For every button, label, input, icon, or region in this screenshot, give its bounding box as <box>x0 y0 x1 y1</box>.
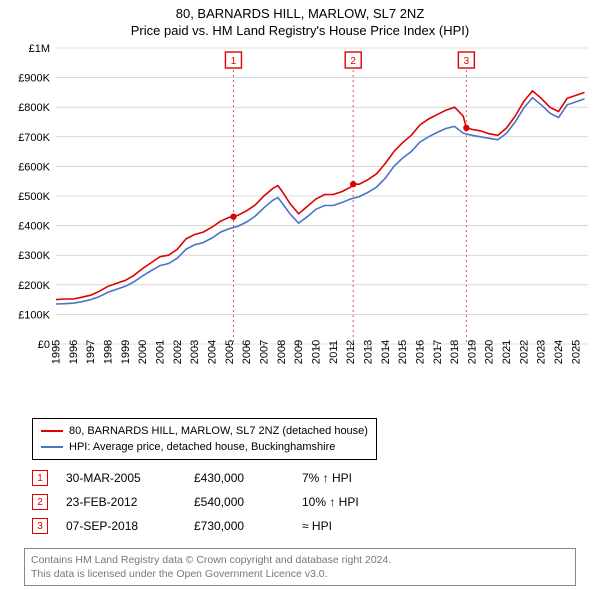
x-tick-label: 2011 <box>328 340 340 364</box>
x-tick-label: 2024 <box>553 340 565 364</box>
chart-svg: £0 £100K £200K £300K £400K £500K £600K £700K £80… <box>0 42 600 412</box>
legend-row: HPI: Average price, detached house, Buck… <box>41 439 368 455</box>
x-tick-label: 1999 <box>120 340 132 364</box>
y-tick-label: £800K <box>18 102 50 114</box>
x-tick-label: 2006 <box>241 340 253 364</box>
x-tick-label: 2016 <box>414 340 426 364</box>
sale-marker-dot <box>463 125 469 131</box>
legend-swatch <box>41 446 63 448</box>
sale-price: £730,000 <box>194 519 284 533</box>
y-tick-label: £100K <box>18 309 50 321</box>
sales-table: 1 30-MAR-2005 £430,000 7% ↑ HPI 2 23-FEB-2012… <box>32 466 572 538</box>
sale-row: 1 30-MAR-2005 £430,000 7% ↑ HPI <box>32 466 572 490</box>
sale-price: £540,000 <box>194 495 284 509</box>
x-tick-label: 2017 <box>432 340 444 364</box>
chart-area: £0 £100K £200K £300K £400K £500K £600K £700K £80… <box>0 42 600 412</box>
x-tick-label: 2019 <box>466 340 478 364</box>
x-tick-label: 2007 <box>258 340 270 364</box>
series-subject <box>56 91 585 300</box>
x-tick-label: 2008 <box>276 340 288 364</box>
x-tick-label: 2018 <box>449 340 461 364</box>
legend-label: 80, BARNARDS HILL, MARLOW, SL7 2NZ (deta… <box>69 423 368 439</box>
legend-row: 80, BARNARDS HILL, MARLOW, SL7 2NZ (deta… <box>41 423 368 439</box>
y-tick-label: £700K <box>18 132 50 144</box>
y-tick-label: £900K <box>18 73 50 85</box>
y-tick-label: £0 <box>38 339 50 351</box>
x-tick-label: 2010 <box>310 340 322 364</box>
x-tick-label: 2003 <box>189 340 201 364</box>
sale-vs-hpi: ≈ HPI <box>302 519 432 533</box>
legend-label: HPI: Average price, detached house, Buck… <box>69 439 335 455</box>
sale-marker-dot <box>230 214 236 220</box>
footer-line1: Contains HM Land Registry data © Crown c… <box>31 553 569 567</box>
x-tick-label: 2009 <box>293 340 305 364</box>
sale-date: 30-MAR-2005 <box>66 471 176 485</box>
x-tick-label: 2012 <box>345 340 357 364</box>
sale-row: 2 23-FEB-2012 £540,000 10% ↑ HPI <box>32 490 572 514</box>
x-tick-label: 1995 <box>51 340 63 364</box>
legend: 80, BARNARDS HILL, MARLOW, SL7 2NZ (deta… <box>32 418 377 460</box>
sale-row-flag: 2 <box>32 494 48 510</box>
sale-flag-number: 3 <box>464 56 470 67</box>
sale-date: 23-FEB-2012 <box>66 495 176 509</box>
x-tick-label: 2004 <box>206 340 218 364</box>
sale-price: £430,000 <box>194 471 284 485</box>
x-tick-label: 2021 <box>501 340 513 364</box>
y-tick-label: £1M <box>29 43 50 55</box>
y-tick-label: £500K <box>18 191 50 203</box>
x-tick-label: 1997 <box>85 340 97 364</box>
x-tick-label: 2015 <box>397 340 409 364</box>
sale-vs-hpi: 7% ↑ HPI <box>302 471 432 485</box>
x-tick-label: 1996 <box>68 340 80 364</box>
x-tick-label: 2023 <box>536 340 548 364</box>
y-tick-label: £400K <box>18 221 50 233</box>
sale-marker-dot <box>350 181 356 187</box>
sale-date: 07-SEP-2018 <box>66 519 176 533</box>
chart-title-subtitle: Price paid vs. HM Land Registry's House … <box>0 23 600 38</box>
y-tick-label: £600K <box>18 161 50 173</box>
sale-flag-number: 1 <box>231 56 237 67</box>
footer-line2: This data is licensed under the Open Gov… <box>31 567 569 581</box>
x-tick-label: 2000 <box>137 340 149 364</box>
legend-swatch <box>41 430 63 432</box>
x-tick-label: 2002 <box>172 340 184 364</box>
sale-row: 3 07-SEP-2018 £730,000 ≈ HPI <box>32 514 572 538</box>
x-tick-label: 2013 <box>362 340 374 364</box>
y-tick-label: £200K <box>18 280 50 292</box>
x-tick-label: 2014 <box>380 340 392 364</box>
x-tick-label: 2020 <box>484 340 496 364</box>
attribution-footer: Contains HM Land Registry data © Crown c… <box>24 548 576 586</box>
sale-row-flag: 1 <box>32 470 48 486</box>
chart-title-address: 80, BARNARDS HILL, MARLOW, SL7 2NZ <box>0 6 600 21</box>
chart-title-block: 80, BARNARDS HILL, MARLOW, SL7 2NZ Price… <box>0 0 600 40</box>
x-tick-label: 2001 <box>154 340 166 364</box>
sale-vs-hpi: 10% ↑ HPI <box>302 495 432 509</box>
sale-row-flag: 3 <box>32 518 48 534</box>
x-tick-label: 2022 <box>518 340 530 364</box>
sale-flag-number: 2 <box>350 56 356 67</box>
x-tick-label: 2005 <box>224 340 236 364</box>
x-tick-label: 2025 <box>570 340 582 364</box>
x-tick-label: 1998 <box>103 340 115 364</box>
y-tick-label: £300K <box>18 250 50 262</box>
